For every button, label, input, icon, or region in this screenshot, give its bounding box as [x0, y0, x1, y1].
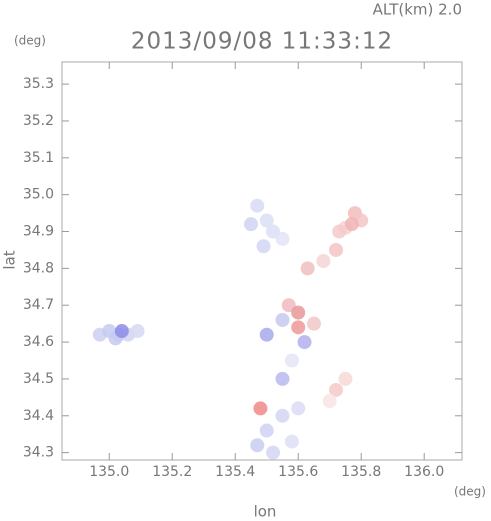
data-point [259, 423, 274, 438]
data-point [130, 324, 145, 339]
data-point [281, 298, 296, 313]
data-point [291, 320, 306, 335]
data-point [338, 371, 353, 386]
data-point [275, 312, 290, 327]
data-point [250, 438, 265, 453]
data-point [256, 239, 271, 254]
data-point [344, 217, 359, 232]
data-point [243, 217, 258, 232]
data-point [275, 231, 290, 246]
data-point [300, 261, 315, 276]
data-point [275, 371, 290, 386]
y-tick-label: 34.4 [23, 408, 54, 424]
y-tick-label: 35.3 [23, 76, 54, 92]
y-tick-label: 35.1 [23, 150, 54, 166]
y-tick-label: 35.0 [23, 187, 54, 203]
x-tick-label: 135.2 [152, 464, 192, 480]
data-point [259, 213, 274, 228]
x-tick-label: 135.0 [89, 464, 129, 480]
x-axis-label: lon [254, 503, 277, 521]
x-tick-label: 135.6 [278, 464, 318, 480]
data-point [297, 335, 312, 350]
data-point [291, 305, 306, 320]
data-point [259, 327, 274, 342]
data-point [266, 224, 281, 239]
data-point [316, 254, 331, 268]
y-unit: (deg) [14, 34, 46, 48]
x-tick-label: 135.4 [215, 464, 255, 480]
y-tick-label: 34.5 [23, 371, 54, 387]
data-point [284, 353, 299, 368]
data-point [329, 382, 344, 397]
data-point [291, 401, 306, 416]
data-point [332, 224, 347, 239]
y-tick-label: 34.9 [23, 224, 54, 240]
plot-frame [61, 61, 463, 461]
data-point [275, 408, 290, 423]
data-point [329, 242, 344, 257]
chart-title: 2013/09/08 11:33:12 [131, 29, 393, 55]
subtitle: ALT(km) 2.0 [373, 1, 462, 19]
y-axis-label: lat [1, 250, 19, 269]
data-point [253, 401, 268, 416]
x-tick-label: 135.8 [341, 464, 381, 480]
y-tick-label: 34.6 [23, 334, 54, 350]
data-point [322, 394, 337, 409]
y-tick-label: 35.2 [23, 113, 54, 129]
x-unit: (deg) [454, 485, 486, 499]
y-tick-label: 34.3 [23, 445, 54, 461]
x-tick-label: 136.0 [404, 464, 444, 480]
data-point [306, 316, 321, 331]
y-tick-label: 34.8 [23, 260, 54, 276]
y-tick-label: 34.7 [23, 297, 54, 313]
data-point [250, 198, 265, 213]
data-point [284, 434, 299, 449]
data-point [114, 324, 129, 339]
data-point [266, 445, 281, 460]
